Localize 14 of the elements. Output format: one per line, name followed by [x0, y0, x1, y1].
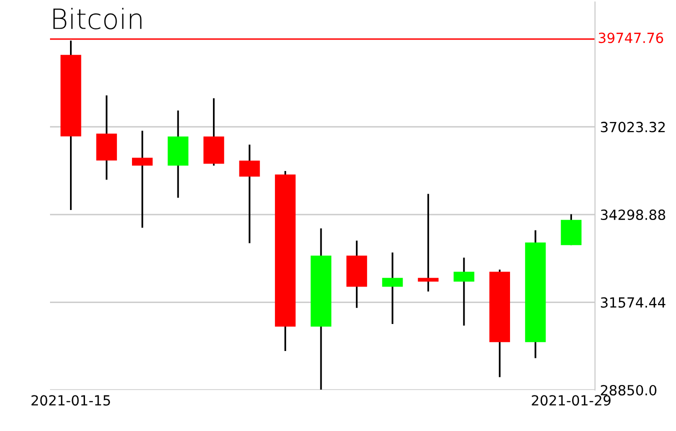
candlestick: [132, 130, 153, 229]
candlestick: [382, 252, 403, 325]
y-tick-label: 37023.32: [600, 122, 665, 132]
candlestick: [454, 256, 474, 326]
candlestick: [560, 213, 582, 246]
y-tick-label: 31574.44: [600, 297, 666, 308]
chart-title: Bitcoin: [53, 8, 142, 30]
x-tick-label: 2021-01-15: [32, 395, 110, 406]
y-tick-label: 34298.88: [600, 210, 666, 220]
candlestick: [239, 144, 260, 244]
candlestick: [418, 193, 439, 292]
ref-line-label: 39747.76: [598, 32, 664, 44]
y-tick-label: 28850.0: [600, 384, 656, 396]
x-tick-label: 2021-01-29: [532, 395, 611, 406]
